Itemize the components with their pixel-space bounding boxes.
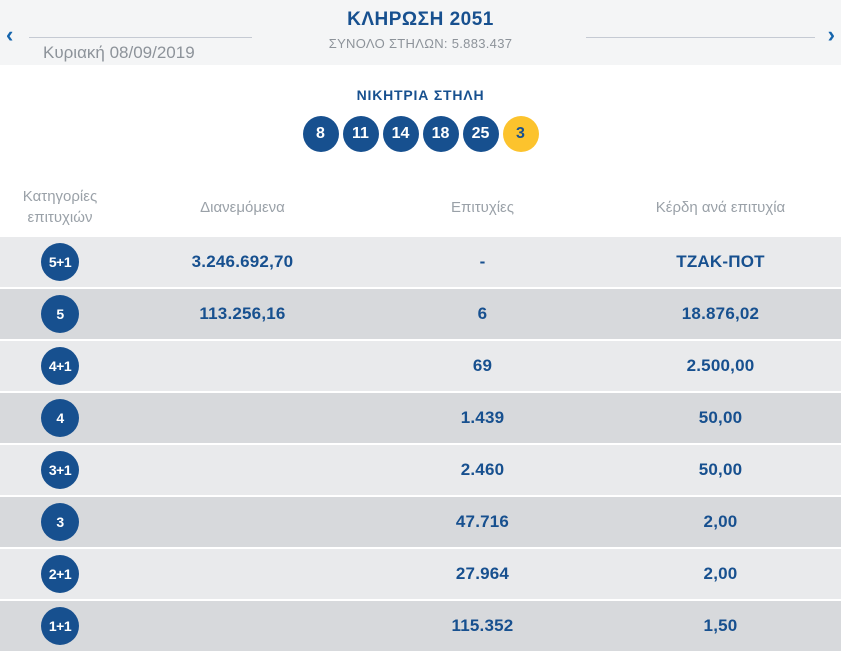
winning-number: 14 [382,116,419,152]
winning-number: 8 [302,116,339,152]
table-row: 3 47.716 2,00 [0,497,841,547]
winners-count: 27.964 [455,564,510,583]
table-row: 5 113.256,16 6 18.876,02 [0,289,841,339]
winners-count: - [479,252,486,271]
prize-per-winner: 2,00 [703,564,738,583]
results-table: Κατηγορίες επιτυχιών Διανεμόμενα Επιτυχί… [0,177,841,651]
category-badge: 2+1 [41,555,79,593]
winners-count: 47.716 [455,512,510,531]
winners-count: 2.460 [460,460,505,479]
previous-draw-button[interactable]: ‹ [6,22,14,47]
distributed-amount: 3.246.692,70 [191,252,294,271]
prize-per-winner: 50,00 [698,460,743,479]
prize-per-winner: 50,00 [698,408,743,427]
distributed-amount: 113.256,16 [199,304,286,323]
winning-number: 25 [462,116,499,152]
category-badge: 5+1 [41,243,79,281]
winning-number: 18 [422,116,459,152]
winning-numbers: 8 11 14 18 25 3 [0,116,841,152]
winning-column-title: ΝΙΚΗΤΡΙΑ ΣΤΗΛΗ [356,87,485,103]
draw-header: ‹ Κυριακή 08/09/2019 ΚΛΗΡΩΣΗ 2051 ΣΥΝΟΛΟ… [0,0,841,65]
prize-per-winner: ΤΖΑΚ-ΠΟΤ [676,252,765,271]
category-badge: 4+1 [41,347,79,385]
winners-count: 6 [477,304,488,323]
header-divider-line [586,37,815,38]
table-row: 5+1 3.246.692,70 - ΤΖΑΚ-ΠΟΤ [0,237,841,287]
category-badge: 3 [41,503,79,541]
total-columns-label: ΣΥΝΟΛΟ ΣΤΗΛΩΝ: 5.883.437 [328,36,513,51]
table-row: 3+1 2.460 50,00 [0,445,841,495]
table-row: 4 1.439 50,00 [0,393,841,443]
category-badge: 4 [41,399,79,437]
draw-date: Κυριακή 08/09/2019 [43,43,195,62]
category-badge: 5 [41,295,79,333]
category-badge: 3+1 [41,451,79,489]
prize-per-winner: 18.876,02 [681,304,760,323]
draw-date-block: Κυριακή 08/09/2019 [29,37,252,63]
winners-count: 1.439 [460,408,505,427]
prize-per-winner: 1,50 [703,616,738,635]
table-row: 1+1 115.352 1,50 [0,601,841,651]
table-row: 4+1 69 2.500,00 [0,341,841,391]
next-draw-button[interactable]: › [827,22,835,47]
header-distributed: Διανεμόμενα [200,198,285,216]
draw-title: ΚΛΗΡΩΣΗ 2051 [347,9,494,30]
header-prize: Κέρδη ανά επιτυχία [655,198,786,216]
winners-count: 69 [472,356,493,375]
bonus-number: 3 [502,116,539,152]
prize-per-winner: 2.500,00 [686,356,755,375]
winners-count: 115.352 [451,616,514,635]
header-winners: Επιτυχίες [451,198,514,216]
winning-number: 11 [342,116,379,152]
table-row: 2+1 27.964 2,00 [0,549,841,599]
category-badge: 1+1 [41,607,79,645]
table-header-row: Κατηγορίες επιτυχιών Διανεμόμενα Επιτυχί… [0,177,841,237]
winning-column-section: ΝΙΚΗΤΡΙΑ ΣΤΗΛΗ 8 11 14 18 25 3 [0,65,841,152]
draw-header-center: ΚΛΗΡΩΣΗ 2051 ΣΥΝΟΛΟ ΣΤΗΛΩΝ: 5.883.437 [0,0,841,51]
prize-per-winner: 2,00 [703,512,738,531]
header-categories: Κατηγορίες επιτυχιών [22,188,98,226]
